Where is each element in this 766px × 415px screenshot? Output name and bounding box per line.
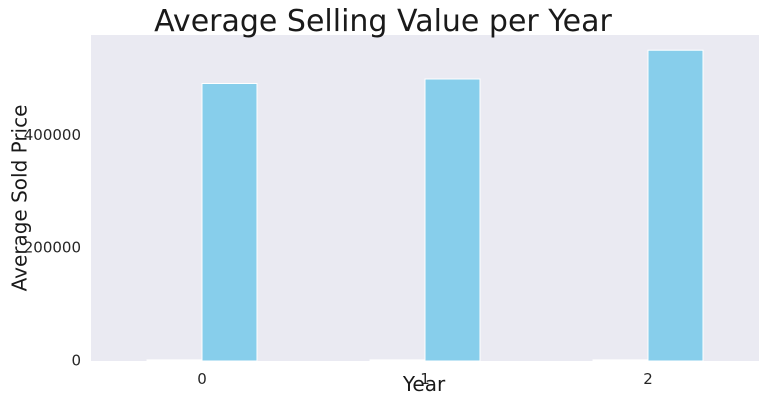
y-tick-label: 200000	[24, 239, 81, 257]
bar-1-series-1	[424, 78, 481, 362]
x-axis-label: Year	[402, 372, 446, 396]
y-axis-label: Average Sold Price	[8, 105, 32, 292]
bar-0-series-1	[201, 83, 258, 362]
y-tick-label: 400000	[24, 126, 81, 144]
bar-2-series-0	[592, 359, 649, 362]
y-tick-labels: 0 200000 400000	[24, 126, 81, 370]
bar-2-series-1	[647, 49, 704, 362]
x-tick-labels: 0 1 2	[197, 370, 653, 388]
x-tick-label: 2	[643, 370, 653, 388]
bar-1-series-0	[369, 359, 426, 362]
bars-group	[146, 49, 704, 362]
x-tick-label: 0	[197, 370, 207, 388]
chart-title: Average Selling Value per Year	[154, 4, 612, 39]
y-tick-label: 0	[71, 352, 81, 370]
bar-0-series-0	[146, 359, 203, 362]
x-tick-label: 1	[420, 370, 430, 388]
